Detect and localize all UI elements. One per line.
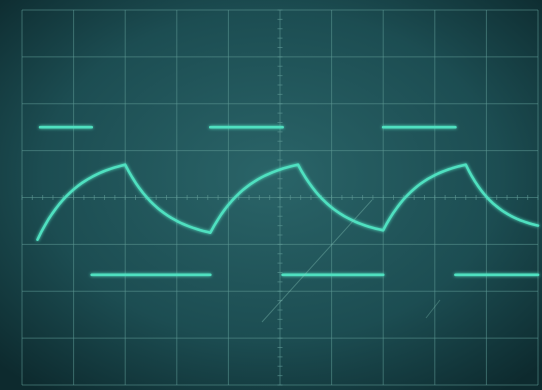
- graticule: [21, 9, 539, 386]
- traces: [36, 125, 540, 277]
- stray-flare: [425, 299, 441, 319]
- triangle-wave-trace: [36, 163, 540, 241]
- stray-flare: [261, 199, 373, 323]
- square-wave-trace: [38, 125, 540, 277]
